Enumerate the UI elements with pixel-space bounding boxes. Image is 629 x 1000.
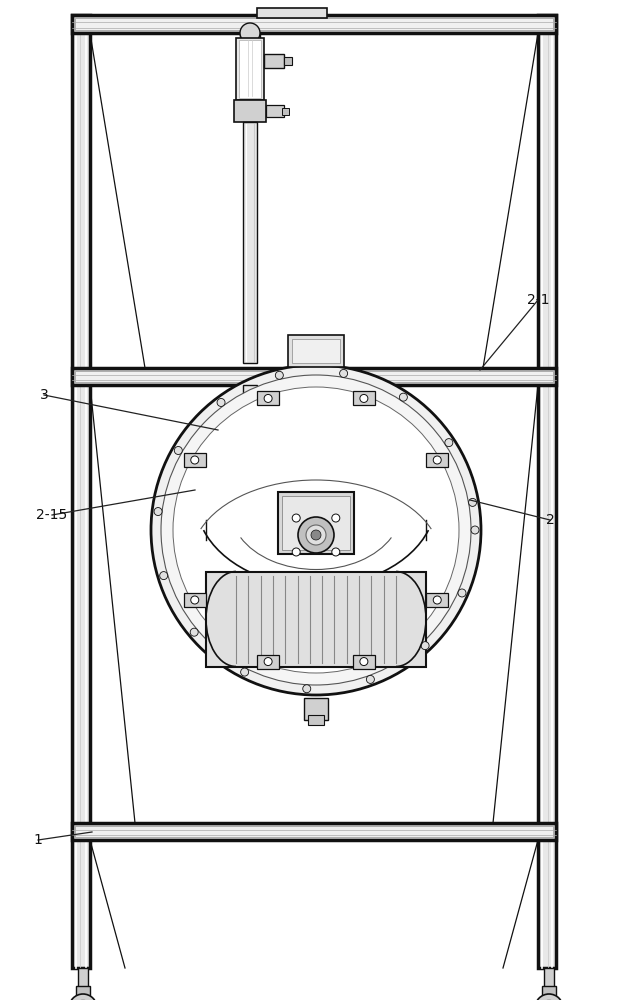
Circle shape bbox=[69, 994, 97, 1000]
Bar bbox=[184, 453, 206, 467]
Bar bbox=[288, 335, 344, 367]
Circle shape bbox=[241, 668, 248, 676]
Circle shape bbox=[399, 393, 408, 401]
Bar bbox=[75, 826, 553, 837]
Bar bbox=[72, 368, 556, 385]
Bar bbox=[282, 496, 350, 550]
Bar bbox=[75, 371, 553, 382]
Bar bbox=[75, 18, 553, 30]
Bar bbox=[264, 54, 284, 68]
Bar bbox=[241, 445, 259, 455]
Circle shape bbox=[154, 508, 162, 516]
Circle shape bbox=[173, 387, 459, 673]
Circle shape bbox=[191, 596, 199, 604]
Circle shape bbox=[360, 394, 368, 402]
Circle shape bbox=[433, 596, 442, 604]
Circle shape bbox=[161, 375, 471, 685]
Bar bbox=[266, 105, 284, 117]
Bar bbox=[240, 33, 260, 41]
Bar bbox=[239, 40, 261, 98]
Circle shape bbox=[264, 658, 272, 666]
Bar bbox=[304, 698, 328, 720]
Circle shape bbox=[303, 685, 311, 693]
Text: 3: 3 bbox=[40, 388, 48, 402]
Circle shape bbox=[433, 456, 442, 464]
Bar bbox=[78, 968, 88, 988]
Bar bbox=[234, 100, 266, 122]
Circle shape bbox=[469, 498, 477, 506]
Circle shape bbox=[332, 548, 340, 556]
Bar bbox=[236, 38, 264, 100]
Circle shape bbox=[360, 658, 368, 666]
Circle shape bbox=[191, 456, 199, 464]
Circle shape bbox=[366, 675, 374, 683]
Bar bbox=[72, 823, 556, 840]
Circle shape bbox=[292, 514, 300, 522]
Circle shape bbox=[292, 548, 300, 556]
Circle shape bbox=[332, 514, 340, 522]
Bar bbox=[206, 572, 426, 667]
Circle shape bbox=[217, 398, 225, 406]
Text: 2: 2 bbox=[545, 513, 554, 527]
Bar bbox=[308, 715, 324, 725]
Circle shape bbox=[160, 572, 168, 580]
Circle shape bbox=[306, 525, 326, 545]
Circle shape bbox=[471, 526, 479, 534]
Circle shape bbox=[458, 589, 466, 597]
Bar bbox=[184, 593, 206, 607]
Text: 1: 1 bbox=[33, 833, 42, 847]
Bar bbox=[257, 655, 279, 669]
Circle shape bbox=[445, 439, 453, 447]
Circle shape bbox=[151, 365, 481, 695]
Bar bbox=[238, 435, 262, 447]
Circle shape bbox=[340, 369, 348, 377]
Bar bbox=[538, 15, 556, 968]
Circle shape bbox=[421, 642, 429, 650]
Bar bbox=[426, 453, 448, 467]
Circle shape bbox=[190, 628, 198, 636]
Circle shape bbox=[240, 23, 260, 43]
Bar bbox=[243, 385, 257, 440]
Circle shape bbox=[298, 517, 334, 553]
Bar bbox=[292, 339, 340, 363]
Bar bbox=[544, 968, 554, 988]
Bar bbox=[353, 391, 375, 405]
Bar bbox=[353, 655, 375, 669]
Circle shape bbox=[264, 394, 272, 402]
Bar bbox=[257, 8, 327, 18]
Bar bbox=[282, 108, 289, 115]
Bar bbox=[243, 122, 257, 363]
Bar bbox=[278, 492, 354, 554]
Text: 2-15: 2-15 bbox=[36, 508, 68, 522]
Bar bbox=[284, 57, 292, 65]
Bar bbox=[76, 986, 90, 996]
Bar bbox=[72, 15, 90, 968]
Bar bbox=[72, 15, 556, 33]
Text: 2-1: 2-1 bbox=[526, 293, 549, 307]
Bar bbox=[257, 391, 279, 405]
Bar bbox=[542, 986, 556, 996]
Circle shape bbox=[535, 994, 563, 1000]
Bar bbox=[426, 593, 448, 607]
Bar bbox=[257, 405, 273, 415]
Circle shape bbox=[276, 371, 283, 379]
Circle shape bbox=[311, 530, 321, 540]
Circle shape bbox=[174, 446, 182, 454]
